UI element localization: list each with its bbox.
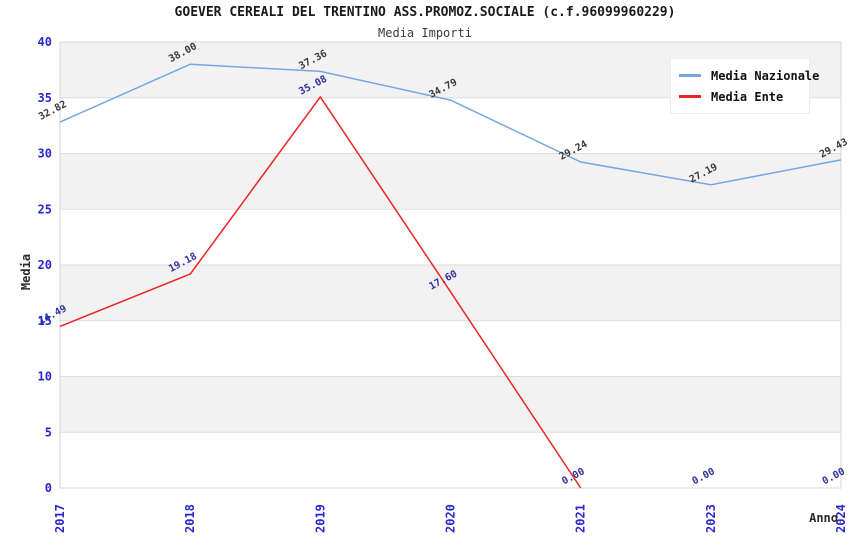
legend-line-swatch-icon [679, 74, 701, 77]
legend-item: Media Ente [679, 86, 801, 107]
y-tick-label: 20 [38, 258, 52, 272]
x-tick-label: 2017 [53, 504, 67, 533]
y-axis-title: Media [19, 254, 33, 290]
y-tick-label: 10 [38, 370, 52, 384]
y-tick-label: 15 [38, 314, 52, 328]
y-tick-label: 0 [45, 481, 52, 495]
legend-item-label: Media Nazionale [711, 68, 820, 83]
y-tick-label: 25 [38, 202, 52, 216]
x-tick-label: 2024 [834, 504, 848, 533]
x-tick-label: 2019 [313, 504, 327, 533]
point-label: 0.00 [690, 466, 716, 487]
y-tick-label: 30 [38, 147, 52, 161]
point-label: 0.00 [821, 466, 847, 487]
x-tick-label: 2018 [183, 504, 197, 533]
grid-band [60, 376, 841, 433]
series-line-nazionale [59, 63, 842, 186]
legend-item-label: Media Ente [711, 89, 784, 104]
plot-border [59, 41, 842, 489]
grid-band [60, 153, 841, 210]
x-tick-label: 2020 [444, 504, 458, 533]
x-tick-label: 2021 [574, 504, 588, 533]
chart-subtitle: Media Importi [378, 26, 472, 40]
x-tick-label: 2023 [704, 504, 718, 533]
legend-item: Media Nazionale [679, 65, 819, 86]
legend: Media Nazionale Media Ente [670, 58, 819, 114]
legend-line-swatch-icon [679, 95, 701, 98]
chart-title: GOEVER CEREALI DEL TRENTINO ASS.PROMOZ.S… [174, 5, 676, 20]
y-tick-label: 40 [38, 35, 52, 49]
y-tick-label: 35 [38, 91, 52, 105]
x-axis-title: Anno [809, 511, 838, 525]
point-label: 0.00 [560, 466, 586, 487]
y-tick-label: 5 [45, 425, 52, 439]
